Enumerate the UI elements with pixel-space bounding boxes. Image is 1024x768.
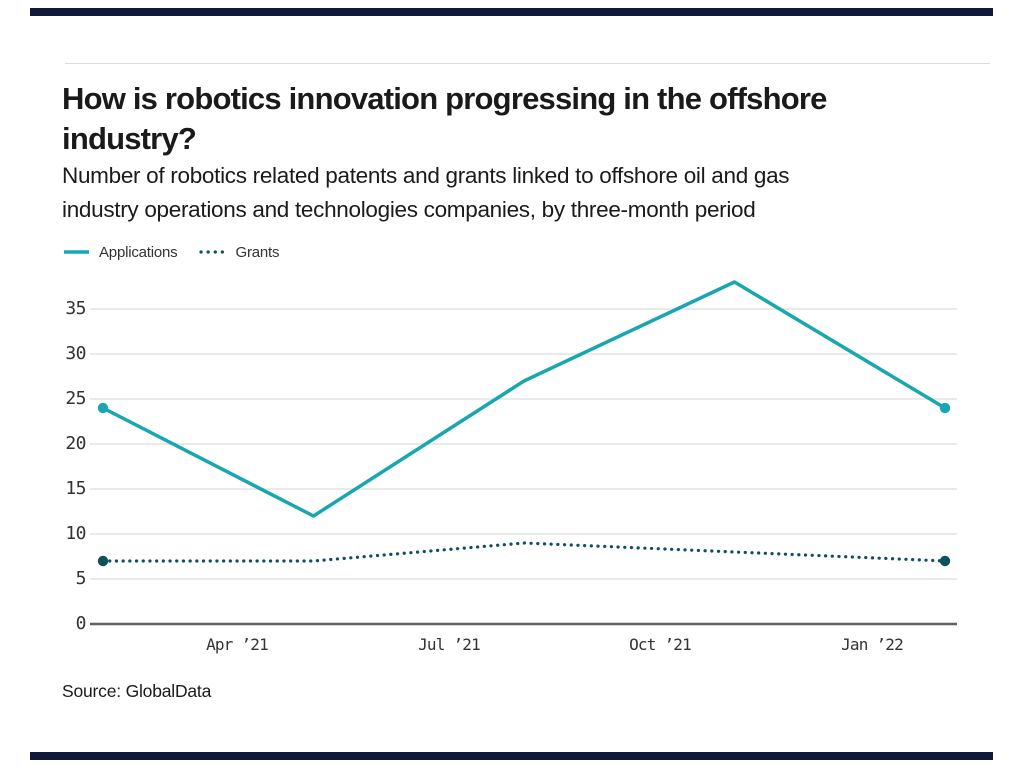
x-tick-label: Oct ’21 bbox=[629, 635, 692, 654]
series-applications-line bbox=[101, 280, 947, 518]
series-grants-endpoint-marker bbox=[939, 555, 951, 567]
brand-bar-top bbox=[30, 8, 993, 16]
subtitle-line-1: Number of robotics related patents and g… bbox=[62, 163, 790, 188]
brand-bar-bottom bbox=[30, 752, 993, 760]
y-tick-label: 10 bbox=[65, 523, 86, 544]
y-tick-label: 30 bbox=[65, 343, 86, 364]
y-tick-label: 35 bbox=[65, 298, 86, 319]
grants-dotted-swatch bbox=[199, 250, 227, 254]
series-applications-endpoint-marker bbox=[939, 402, 951, 414]
x-tick-label: Jul ’21 bbox=[418, 635, 481, 654]
y-tick-label: 15 bbox=[65, 478, 86, 499]
source-note: Source: GlobalData bbox=[62, 681, 212, 701]
y-tick-label: 20 bbox=[65, 433, 86, 454]
legend-label-grants: Grants bbox=[235, 243, 280, 261]
y-tick-label: 25 bbox=[65, 388, 86, 409]
page-title: How is robotics innovation progressing i… bbox=[62, 79, 982, 159]
series-grants-endpoint-marker bbox=[97, 555, 109, 567]
series-grants-line bbox=[101, 541, 947, 563]
legend-item-grants: Grants bbox=[199, 243, 280, 261]
chart-legend: Applications Grants bbox=[63, 241, 280, 263]
series-applications-endpoint-marker bbox=[97, 402, 109, 414]
header-divider bbox=[65, 63, 990, 64]
x-tick-label: Jan ’22 bbox=[841, 635, 904, 654]
legend-label-applications: Applications bbox=[99, 243, 178, 261]
legend-item-applications: Applications bbox=[63, 243, 178, 261]
page-subtitle: Number of robotics related patents and g… bbox=[62, 159, 992, 227]
y-tick-label: 5 bbox=[75, 568, 87, 589]
title-line-1: How is robotics innovation progressing i… bbox=[62, 81, 827, 116]
subtitle-line-2: industry operations and technologies com… bbox=[62, 197, 756, 222]
x-tick-label: Apr ’21 bbox=[206, 635, 269, 654]
y-tick-label: 0 bbox=[75, 613, 87, 634]
applications-line-swatch bbox=[64, 250, 89, 254]
title-line-2: industry? bbox=[62, 121, 197, 156]
